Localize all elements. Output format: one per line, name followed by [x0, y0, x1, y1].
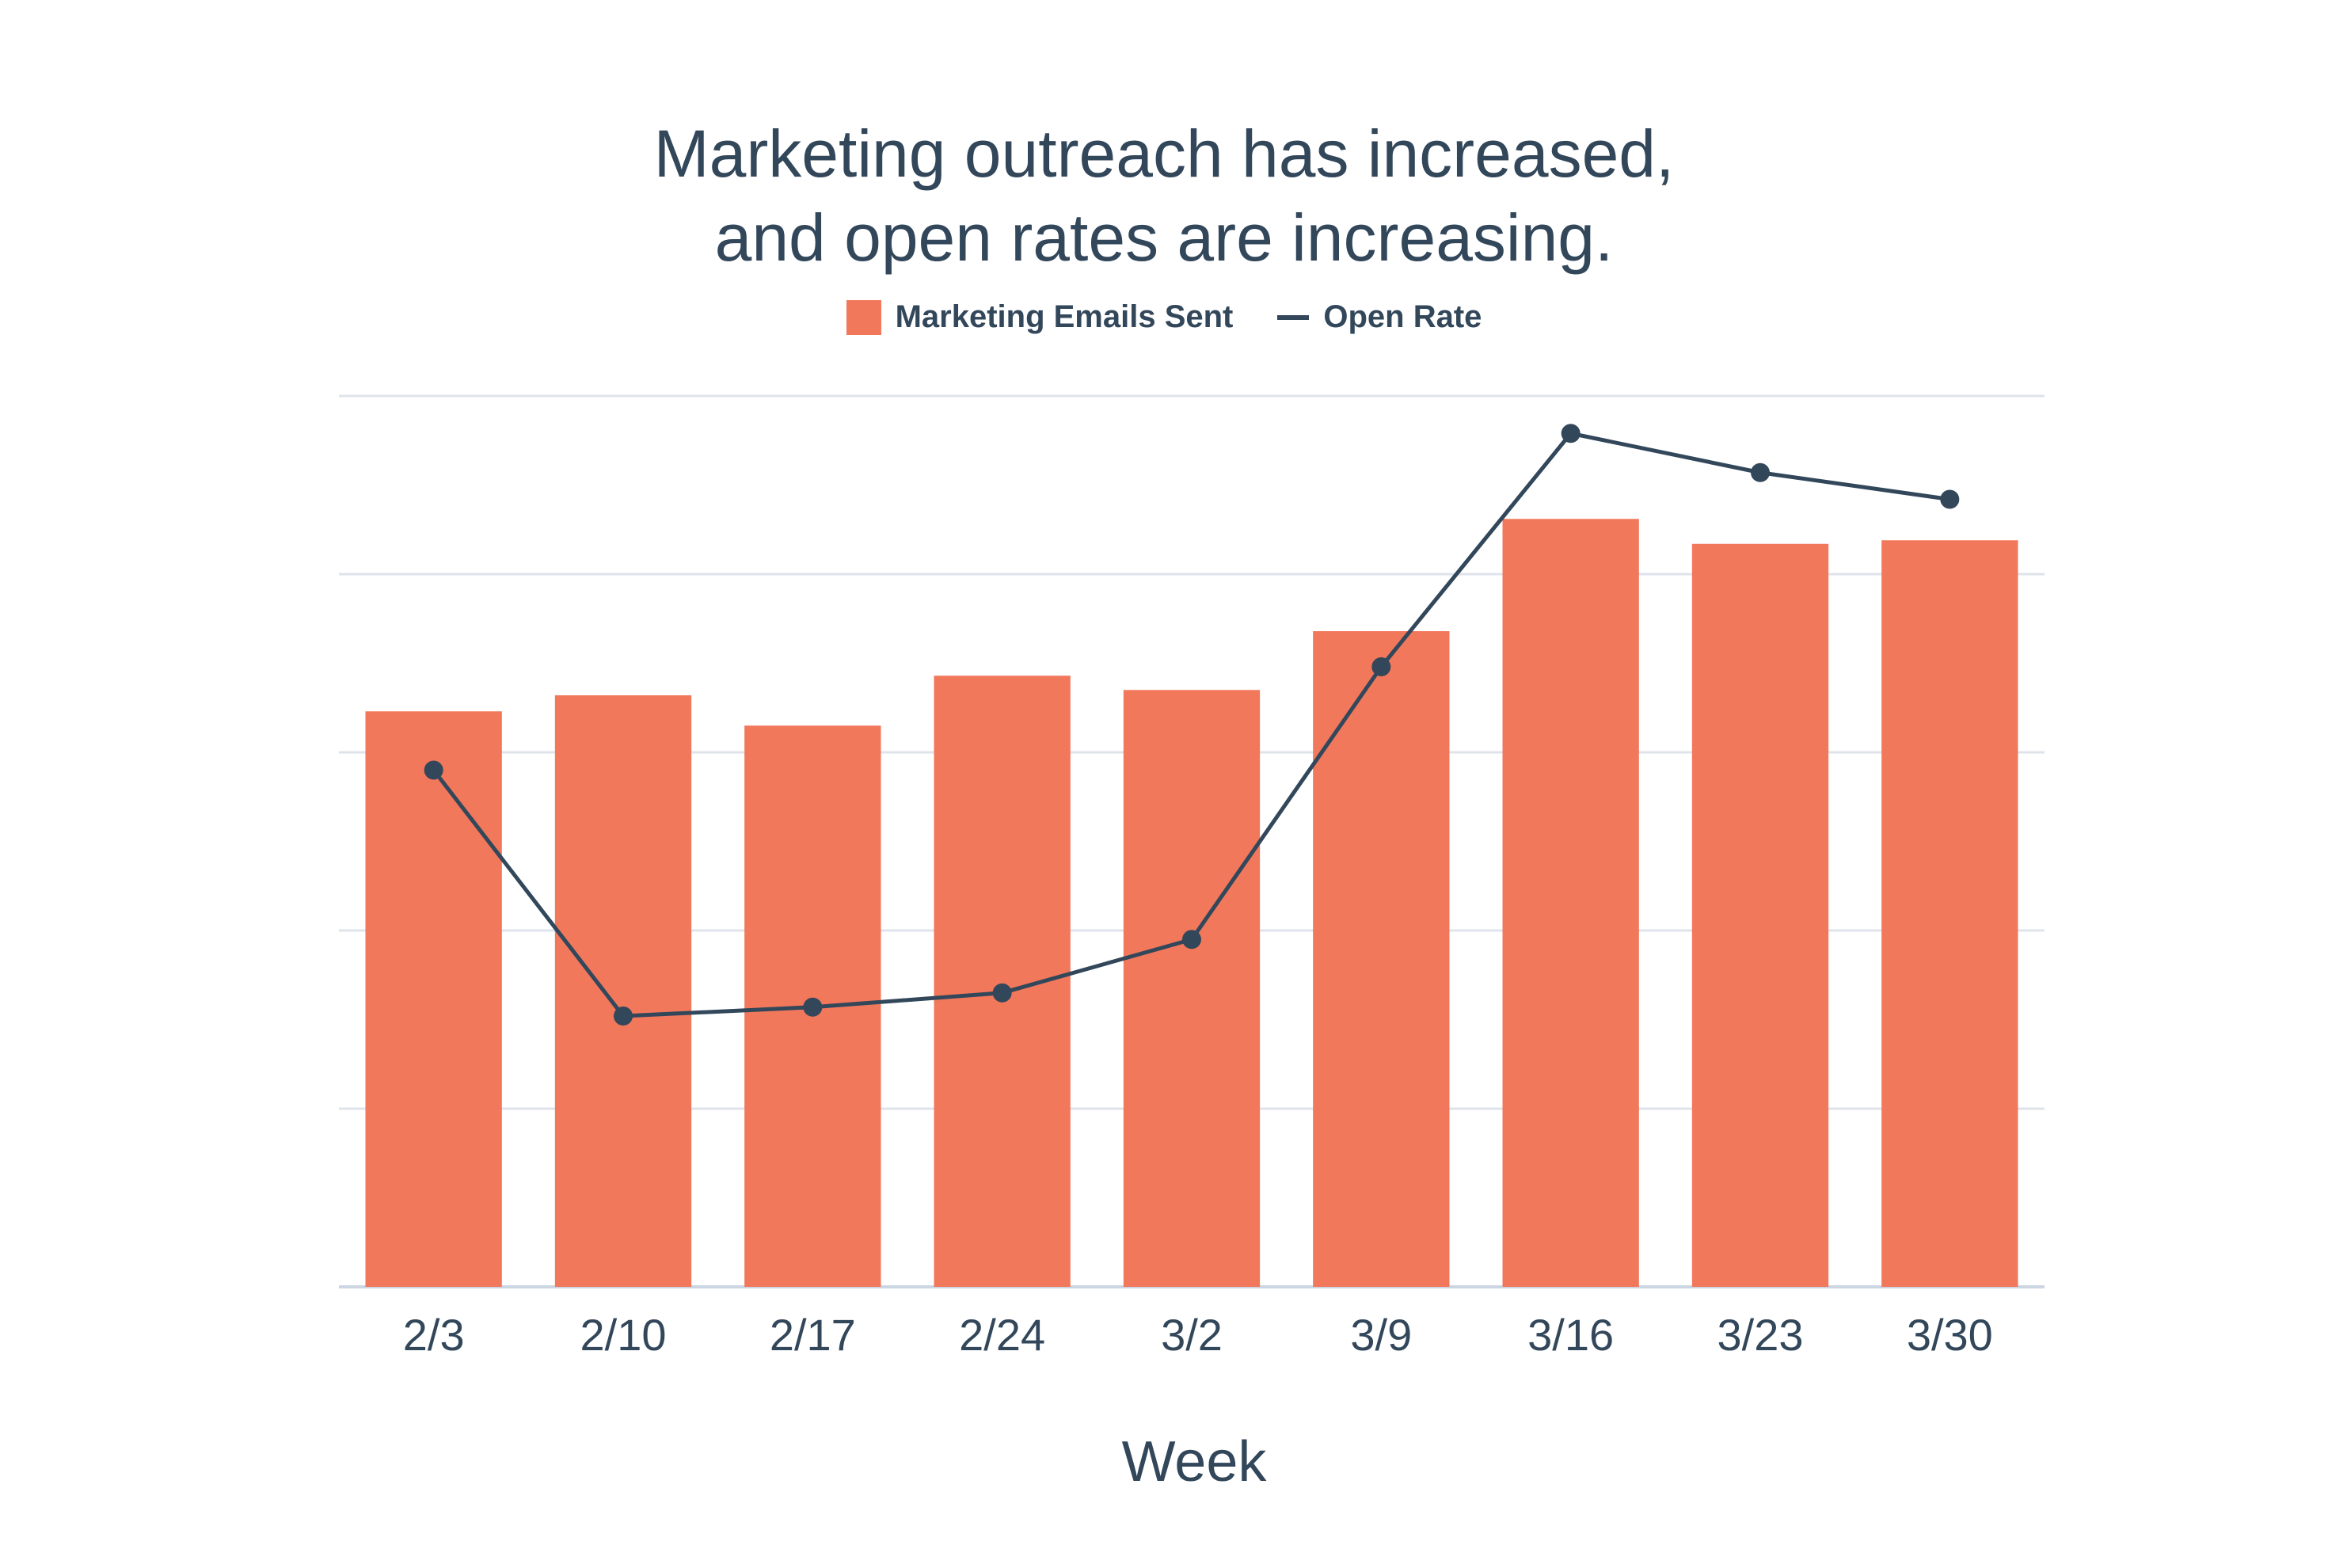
open-rate-point-3-30	[1940, 489, 1960, 509]
open-rate-point-3-23	[1751, 462, 1770, 482]
open-rate-point-3-2	[1182, 930, 1201, 950]
x-tick-label: 3/2	[1161, 1310, 1223, 1360]
bar-3-23	[1691, 543, 1829, 1287]
bar-3-9	[1313, 631, 1450, 1287]
legend-swatch-emails-sent	[846, 299, 881, 335]
x-tick-label: 2/17	[770, 1310, 856, 1360]
open-rate-point-2-3	[424, 760, 443, 780]
legend-item-emails-sent: Marketing Emails Sent	[846, 299, 1234, 335]
open-rate-point-2-10	[614, 1007, 633, 1026]
x-tick-label: 3/16	[1527, 1310, 1614, 1360]
x-tick-label: 3/9	[1350, 1310, 1412, 1360]
open-rate-point-3-16	[1561, 424, 1581, 443]
bar-2-10	[554, 695, 692, 1287]
x-axis-title: Week	[1122, 1430, 1268, 1494]
bar-3-30	[1881, 540, 2018, 1287]
x-tick-label: 3/30	[1907, 1310, 1993, 1360]
open-rate-point-2-17	[803, 997, 823, 1017]
legend-label-open-rate: Open Rate	[1323, 299, 1482, 334]
legend-swatch-open-rate	[1277, 314, 1310, 320]
legend-label-emails-sent: Marketing Emails Sent	[895, 299, 1234, 334]
open-rate-point-3-9	[1371, 657, 1391, 676]
x-tick-label: 3/23	[1717, 1310, 1804, 1360]
bar-3-16	[1502, 519, 1639, 1287]
x-tick-label: 2/24	[959, 1310, 1045, 1360]
open-rate-point-2-24	[992, 983, 1012, 1003]
legend-item-open-rate: Open Rate	[1277, 299, 1482, 335]
bars-emails-sent	[365, 519, 2018, 1287]
x-tick-label: 2/10	[580, 1310, 667, 1360]
x-axis-ticks: 2/3 2/10 2/17 2/24 3/2 3/9 3/16 3/23 3/30	[403, 1310, 1993, 1360]
x-tick-label: 2/3	[403, 1310, 465, 1360]
bar-2-3	[365, 711, 502, 1287]
chart-legend: Marketing Emails Sent Open Rate	[0, 299, 2328, 335]
chart-title-line-2: and open rates are increasing.	[714, 200, 1614, 275]
bar-3-2	[1123, 690, 1261, 1287]
line-open-rate	[424, 424, 1960, 1026]
chart-title-line-1: Marketing outreach has increased,	[653, 116, 1675, 191]
